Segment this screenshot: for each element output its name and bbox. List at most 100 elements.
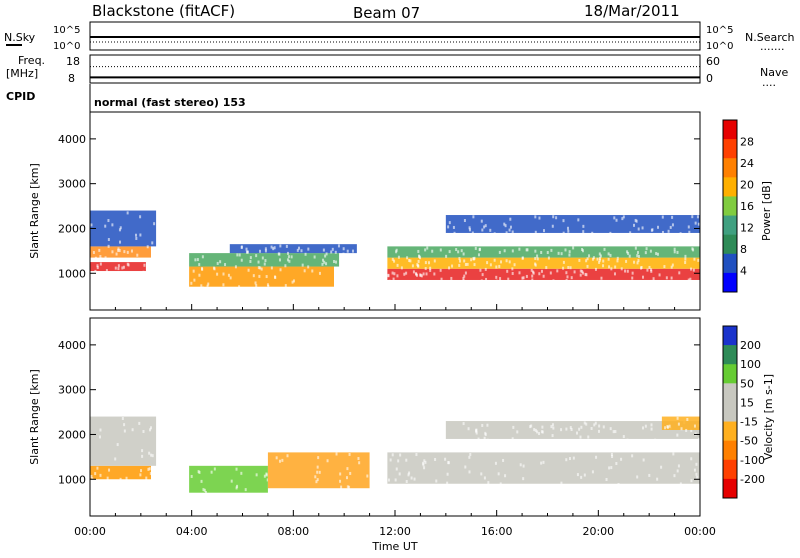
beam-title: Beam 07 <box>353 4 420 22</box>
power-band-gap <box>462 279 465 283</box>
velocity-band-gap <box>595 455 598 459</box>
power-band-gap <box>603 247 606 251</box>
velocity-band-gap <box>316 478 319 482</box>
power-band-gap <box>117 247 120 251</box>
power-band-gap <box>538 272 541 276</box>
power-band-gap <box>255 254 258 258</box>
power-band-gap <box>122 265 125 269</box>
power-band-gap <box>648 265 651 269</box>
power-band-gap <box>670 265 673 269</box>
velocity-band-gap <box>626 438 629 442</box>
power-band-gap <box>692 268 695 272</box>
power-band-gap <box>478 248 481 252</box>
power-band-gap <box>229 276 232 280</box>
power-band-gap <box>620 267 623 271</box>
power-band-gap <box>508 260 511 264</box>
power-band-gap <box>352 249 355 253</box>
velocity-band-gap <box>580 425 583 429</box>
power-band-gap <box>621 217 624 221</box>
power-band-gap <box>114 266 117 270</box>
power-band-gap <box>96 266 99 270</box>
power-band-gap <box>201 267 204 271</box>
velocity-band-gap <box>685 428 688 432</box>
power-band-gap <box>395 248 398 252</box>
power-band-gap <box>534 256 537 260</box>
power-band-gap <box>153 222 156 226</box>
power-colorbar-swatch <box>723 139 737 159</box>
power-band-gap <box>481 228 484 232</box>
freq-unit-label: [MHz] <box>6 67 38 80</box>
power-band-gap <box>562 219 565 223</box>
power-axes: 1000 2000 3000 4000 <box>58 133 701 310</box>
velocity-band-gap <box>693 424 696 428</box>
power-band-gap <box>628 254 631 258</box>
velocity-band-gap <box>148 451 151 455</box>
power-band-gap <box>579 273 582 277</box>
velocity-band-gap <box>673 474 676 478</box>
power-band-gap <box>671 215 674 219</box>
power-band-2 <box>90 210 157 247</box>
power-band-gap <box>568 253 571 257</box>
velocity-colorbar-swatch <box>723 440 737 461</box>
power-band-gap <box>473 263 476 267</box>
velocity-band-gap <box>142 429 145 433</box>
velocity-band-gap <box>106 476 109 480</box>
power-band-gap <box>568 250 571 254</box>
power-band-gap <box>480 219 483 223</box>
velocity-ytick-label: 4000 <box>58 339 86 352</box>
velocity-band-gap <box>475 428 478 432</box>
noise-traces <box>90 36 700 43</box>
power-colorbar-swatch <box>723 234 737 255</box>
power-band-gap <box>417 264 420 268</box>
power-band-gap <box>562 231 565 235</box>
power-band-gap <box>422 272 425 276</box>
power-band-gap <box>594 267 597 271</box>
power-band-gap <box>333 260 336 264</box>
velocity-band-gap <box>568 457 571 461</box>
power-band-gap <box>325 252 328 256</box>
power-band-gap <box>602 259 605 263</box>
velocity-band-gap <box>483 476 486 480</box>
velocity-band-gap <box>108 468 111 472</box>
power-ylabel: Slant Range [km] <box>28 163 41 259</box>
power-band-gap <box>216 261 219 265</box>
velocity-band-gap <box>610 452 613 456</box>
power-band-gap <box>591 231 594 235</box>
power-band-gap <box>498 250 501 254</box>
power-band-gap <box>504 224 507 228</box>
power-band-gap <box>663 265 666 269</box>
velocity-band-gap <box>114 457 117 461</box>
velocity-band-gap <box>587 435 590 439</box>
power-band-gap <box>525 274 528 278</box>
power-band-7 <box>387 257 700 269</box>
power-band-gap <box>405 271 408 275</box>
power-band-gap <box>260 267 263 271</box>
power-band-gap <box>598 258 601 262</box>
velocity-band-gap <box>125 476 128 480</box>
power-band-gap <box>419 273 422 277</box>
power-band-gap <box>240 258 243 262</box>
velocity-band-gap <box>668 424 671 428</box>
power-band-gap <box>609 231 612 235</box>
power-band-gap <box>665 276 668 280</box>
velocity-band-gap <box>666 425 669 429</box>
power-band-gap <box>406 256 409 260</box>
velocity-band-gap <box>413 477 416 481</box>
power-band-gap <box>387 273 390 277</box>
velocity-band-gap <box>387 478 390 482</box>
power-band-gap <box>453 231 456 235</box>
freq-tick-top: 18 <box>66 55 80 68</box>
power-band-gap <box>111 223 114 227</box>
velocity-colorbar-tick-label: 200 <box>740 339 761 352</box>
power-band-gap <box>522 276 525 280</box>
power-band-gap <box>107 238 110 242</box>
velocity-colorbar-tick-label: -15 <box>740 416 758 429</box>
velocity-band-gap <box>593 423 596 427</box>
power-band-5 <box>229 244 357 254</box>
power-band-gap <box>417 249 420 253</box>
power-band-6 <box>387 268 700 280</box>
power-band-gap <box>556 269 559 273</box>
velocity-band-gap <box>541 425 544 429</box>
power-band-gap <box>298 246 301 250</box>
velocity-band-gap <box>585 422 588 426</box>
